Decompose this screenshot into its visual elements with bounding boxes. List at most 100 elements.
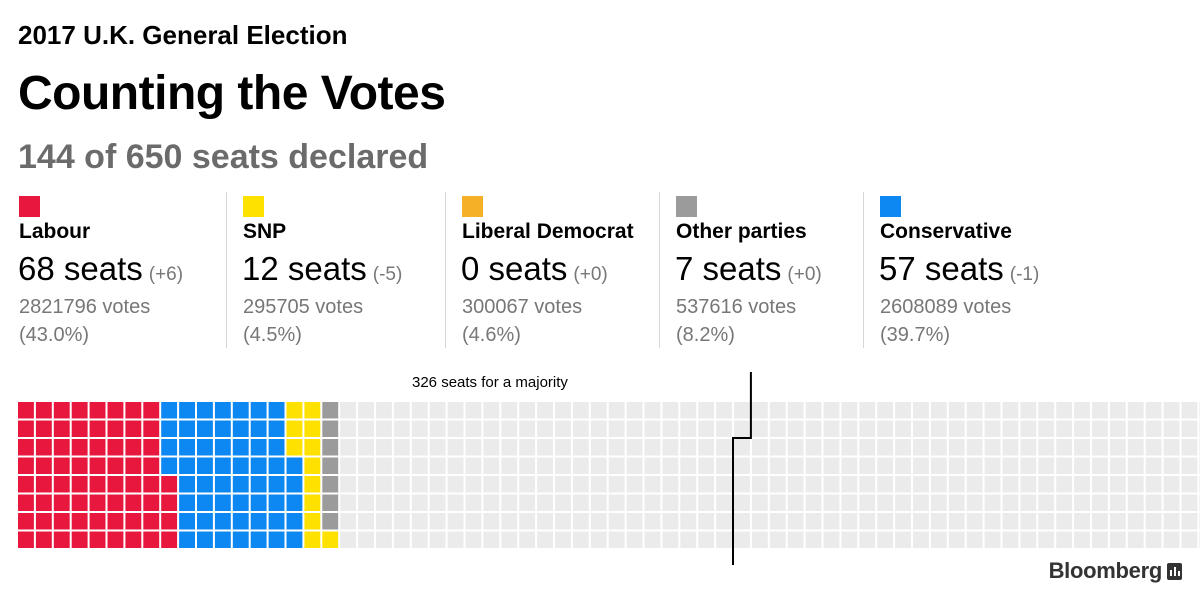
seat-cell-undeclared <box>787 402 804 419</box>
seat-cell-undeclared <box>376 420 392 437</box>
seat-cell-labour <box>143 420 160 437</box>
seat-cell-undeclared <box>340 513 357 530</box>
seat-cell-undeclared <box>859 476 876 493</box>
seat-cell-labour <box>35 494 52 511</box>
party-seats: 12 seats (-5) <box>242 250 403 287</box>
seat-cell-undeclared <box>537 420 553 437</box>
seat-cell-undeclared <box>393 439 410 456</box>
party-vote-share: (4.5%) <box>243 324 302 346</box>
seat-cell-undeclared <box>358 513 374 530</box>
seat-cell-conservative <box>268 457 285 474</box>
seat-cell-conservative <box>197 420 213 437</box>
seat-cell-undeclared <box>1038 457 1055 474</box>
majority-label: 326 seats for a majority <box>412 374 568 391</box>
seat-cell-undeclared <box>984 494 1001 511</box>
seat-cell-undeclared <box>447 457 464 474</box>
seat-cell-conservative <box>286 494 303 511</box>
seat-cell-labour <box>71 402 88 419</box>
divider <box>226 192 227 348</box>
seat-cell-undeclared <box>1002 420 1019 437</box>
bloomberg-icon <box>1167 563 1182 580</box>
seat-cell-labour <box>143 439 160 456</box>
seat-cell-undeclared <box>572 439 589 456</box>
seat-cell-labour <box>107 439 124 456</box>
seat-cell-labour <box>53 513 70 530</box>
seat-cell-undeclared <box>1038 420 1055 437</box>
seat-cell-undeclared <box>769 402 786 419</box>
seat-cell-undeclared <box>751 402 768 419</box>
seat-cell-conservative <box>161 439 178 456</box>
seat-cell-labour <box>18 402 34 419</box>
seat-cell-undeclared <box>1020 494 1037 511</box>
party-name: Other parties <box>676 220 807 243</box>
seat-cell-labour <box>125 457 142 474</box>
seat-cell-undeclared <box>662 457 679 474</box>
seat-cell-undeclared <box>734 513 750 530</box>
seat-cell-undeclared <box>1056 457 1073 474</box>
seat-cell-undeclared <box>358 494 374 511</box>
seat-cell-undeclared <box>841 457 858 474</box>
seat-cell-undeclared <box>823 457 840 474</box>
seat-cell-conservative <box>286 531 303 548</box>
seat-cell-undeclared <box>1109 439 1126 456</box>
seat-cell-snp <box>286 402 303 419</box>
seat-cell-undeclared <box>913 513 929 530</box>
seat-cell-undeclared <box>930 402 947 419</box>
seat-cell-labour <box>18 513 34 530</box>
seat-cell-labour <box>35 476 52 493</box>
seat-cell-undeclared <box>895 531 911 548</box>
seat-cell-undeclared <box>340 494 357 511</box>
seat-cell-snp <box>304 513 321 530</box>
majority-line <box>732 372 752 565</box>
seat-cell-conservative <box>197 476 213 493</box>
seat-cell-undeclared <box>1038 531 1055 548</box>
seat-cell-labour <box>107 476 124 493</box>
seat-cell-undeclared <box>519 420 536 437</box>
seat-cell-undeclared <box>572 420 589 437</box>
seat-cell-undeclared <box>877 402 894 419</box>
seat-cell-labour <box>89 439 106 456</box>
seat-cell-undeclared <box>751 513 768 530</box>
seat-cell-snp <box>286 439 303 456</box>
seat-cell-undeclared <box>393 494 410 511</box>
seat-cell-undeclared <box>1074 531 1090 548</box>
seat-cell-undeclared <box>716 420 732 437</box>
seat-cell-labour <box>107 402 124 419</box>
seat-cell-undeclared <box>447 531 464 548</box>
seat-cell-undeclared <box>1181 531 1198 548</box>
seat-cell-undeclared <box>984 531 1001 548</box>
seat-cell-undeclared <box>1127 476 1144 493</box>
seat-cell-undeclared <box>787 531 804 548</box>
seat-cell-undeclared <box>1002 531 1019 548</box>
seat-cell-conservative <box>286 513 303 530</box>
seat-cell-undeclared <box>769 420 786 437</box>
seat-cell-conservative <box>268 513 285 530</box>
seat-cell-undeclared <box>680 476 697 493</box>
seat-cell-undeclared <box>680 420 697 437</box>
seat-cell-labour <box>143 402 160 419</box>
seat-cell-undeclared <box>787 457 804 474</box>
seat-cell-undeclared <box>555 476 571 493</box>
seat-cell-labour <box>161 476 178 493</box>
seat-cell-conservative <box>232 420 249 437</box>
seat-cell-undeclared <box>1109 513 1126 530</box>
seat-cell-undeclared <box>465 513 482 530</box>
seat-cell-conservative <box>179 531 195 548</box>
seat-cell-undeclared <box>966 420 983 437</box>
seat-cell-undeclared <box>483 439 500 456</box>
seat-cell-conservative <box>232 402 249 419</box>
seat-cell-undeclared <box>590 402 607 419</box>
seat-cell-undeclared <box>340 531 357 548</box>
seat-cell-undeclared <box>734 476 750 493</box>
seat-cell-conservative <box>197 439 213 456</box>
seat-cell-undeclared <box>680 457 697 474</box>
page-title: Counting the Votes <box>18 67 446 120</box>
seat-cell-undeclared <box>1092 420 1108 437</box>
seat-cell-undeclared <box>698 531 715 548</box>
seat-cell-undeclared <box>751 439 768 456</box>
party-name: SNP <box>243 220 287 243</box>
seat-cell-undeclared <box>429 513 446 530</box>
seat-cell-undeclared <box>805 476 822 493</box>
seat-cell-undeclared <box>393 531 410 548</box>
seat-cell-undeclared <box>501 439 518 456</box>
